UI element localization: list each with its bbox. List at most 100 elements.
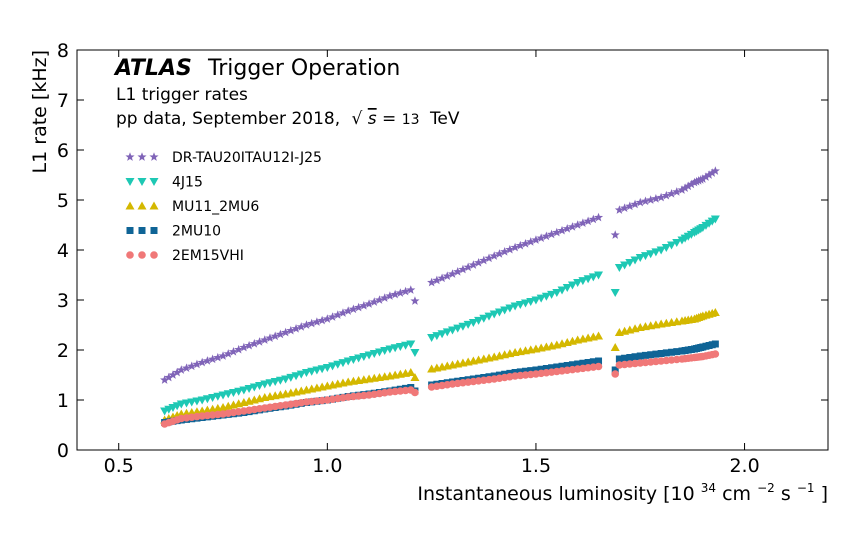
data-point	[286, 325, 296, 335]
data-point	[348, 304, 358, 314]
x-tick-label: 2.0	[729, 455, 759, 477]
data-point	[453, 266, 463, 276]
data-point	[317, 315, 327, 325]
legend-marker	[149, 201, 159, 210]
data-point	[552, 227, 562, 237]
subtitle-2: pp data, September 2018, √ s = 13 TeV	[116, 109, 460, 129]
data-point	[573, 220, 583, 229]
data-point	[437, 273, 447, 283]
data-point	[354, 302, 364, 312]
data-point	[701, 172, 711, 181]
data-point	[359, 300, 369, 310]
legend-item: 2EM15VHI	[126, 248, 244, 264]
data-point	[385, 291, 395, 300]
data-point	[489, 310, 499, 319]
data-point	[260, 335, 270, 344]
data-point	[588, 273, 598, 282]
legend-marker	[138, 251, 146, 259]
data-point	[343, 357, 353, 366]
title-rest: Trigger Operation	[207, 56, 400, 81]
data-point	[640, 196, 651, 206]
data-point	[333, 360, 343, 369]
data-point	[213, 392, 223, 401]
legend-label: DR-TAU20ITAU12I-J25	[172, 150, 322, 166]
data-point	[254, 337, 265, 346]
energy-unit: TeV	[429, 109, 460, 129]
y-tick-label: 3	[57, 290, 69, 312]
legend-marker	[125, 152, 135, 161]
data-point	[164, 372, 174, 382]
data-point	[390, 344, 400, 353]
data-point	[458, 264, 468, 274]
data-point	[432, 275, 442, 285]
data-point	[317, 365, 327, 374]
data-point	[281, 327, 291, 337]
data-point	[672, 239, 682, 247]
data-point	[301, 320, 312, 329]
data-point	[630, 199, 640, 209]
data-point	[527, 367, 535, 375]
data-point	[625, 201, 635, 211]
x-tick-label: 1.5	[521, 455, 551, 477]
y-tick-label: 0	[57, 440, 69, 462]
data-point	[406, 368, 416, 376]
data-point	[187, 398, 197, 407]
data-point	[395, 343, 405, 351]
data-point	[614, 205, 624, 214]
energy-value: 13	[402, 112, 420, 128]
data-point	[536, 233, 546, 243]
data-point	[610, 289, 620, 297]
data-point	[176, 400, 186, 409]
data-point	[636, 352, 644, 360]
data-point	[680, 183, 690, 193]
data-point	[442, 328, 452, 337]
data-point	[432, 332, 442, 341]
data-point	[270, 331, 280, 341]
data-point	[327, 312, 338, 321]
data-point	[410, 373, 420, 381]
data-point	[463, 262, 473, 272]
y-tick-label: 2	[57, 340, 69, 362]
data-point	[401, 286, 411, 296]
data-point	[574, 360, 582, 368]
data-point	[536, 294, 546, 303]
data-point	[573, 279, 583, 287]
data-point	[647, 351, 655, 359]
data-point	[494, 249, 504, 258]
data-point	[369, 297, 379, 306]
data-point	[176, 365, 186, 374]
data-point	[661, 190, 671, 200]
data-point	[479, 255, 489, 265]
data-point	[410, 349, 420, 357]
data-point	[531, 296, 541, 305]
data-point	[611, 370, 620, 378]
data-point	[447, 269, 458, 278]
data-point	[380, 293, 390, 302]
data-point	[197, 357, 207, 367]
data-point	[234, 387, 244, 396]
xlabel-end: ]	[821, 483, 828, 505]
data-point	[468, 260, 478, 269]
data-point	[595, 357, 603, 365]
data-point	[275, 376, 285, 385]
legend-item: DR-TAU20ITAU12I-J25	[125, 150, 322, 166]
legend-marker	[126, 227, 134, 234]
data-point	[489, 251, 499, 260]
data-point	[260, 380, 270, 389]
legend-label: 2MU10	[172, 224, 221, 240]
data-point	[192, 359, 202, 369]
data-point	[213, 352, 223, 362]
data-point	[541, 292, 551, 301]
data-point	[239, 386, 249, 395]
data-point	[374, 295, 385, 304]
data-point	[707, 168, 717, 177]
data-point	[505, 244, 515, 254]
data-point	[307, 367, 317, 376]
data-point	[578, 218, 588, 228]
legend-item: 2MU10	[126, 224, 221, 240]
xlabel-prefix: Instantaneous luminosity [10	[417, 483, 694, 505]
data-point	[484, 253, 494, 263]
legend-marker	[137, 152, 147, 161]
xlabel-mid: cm	[722, 483, 751, 505]
